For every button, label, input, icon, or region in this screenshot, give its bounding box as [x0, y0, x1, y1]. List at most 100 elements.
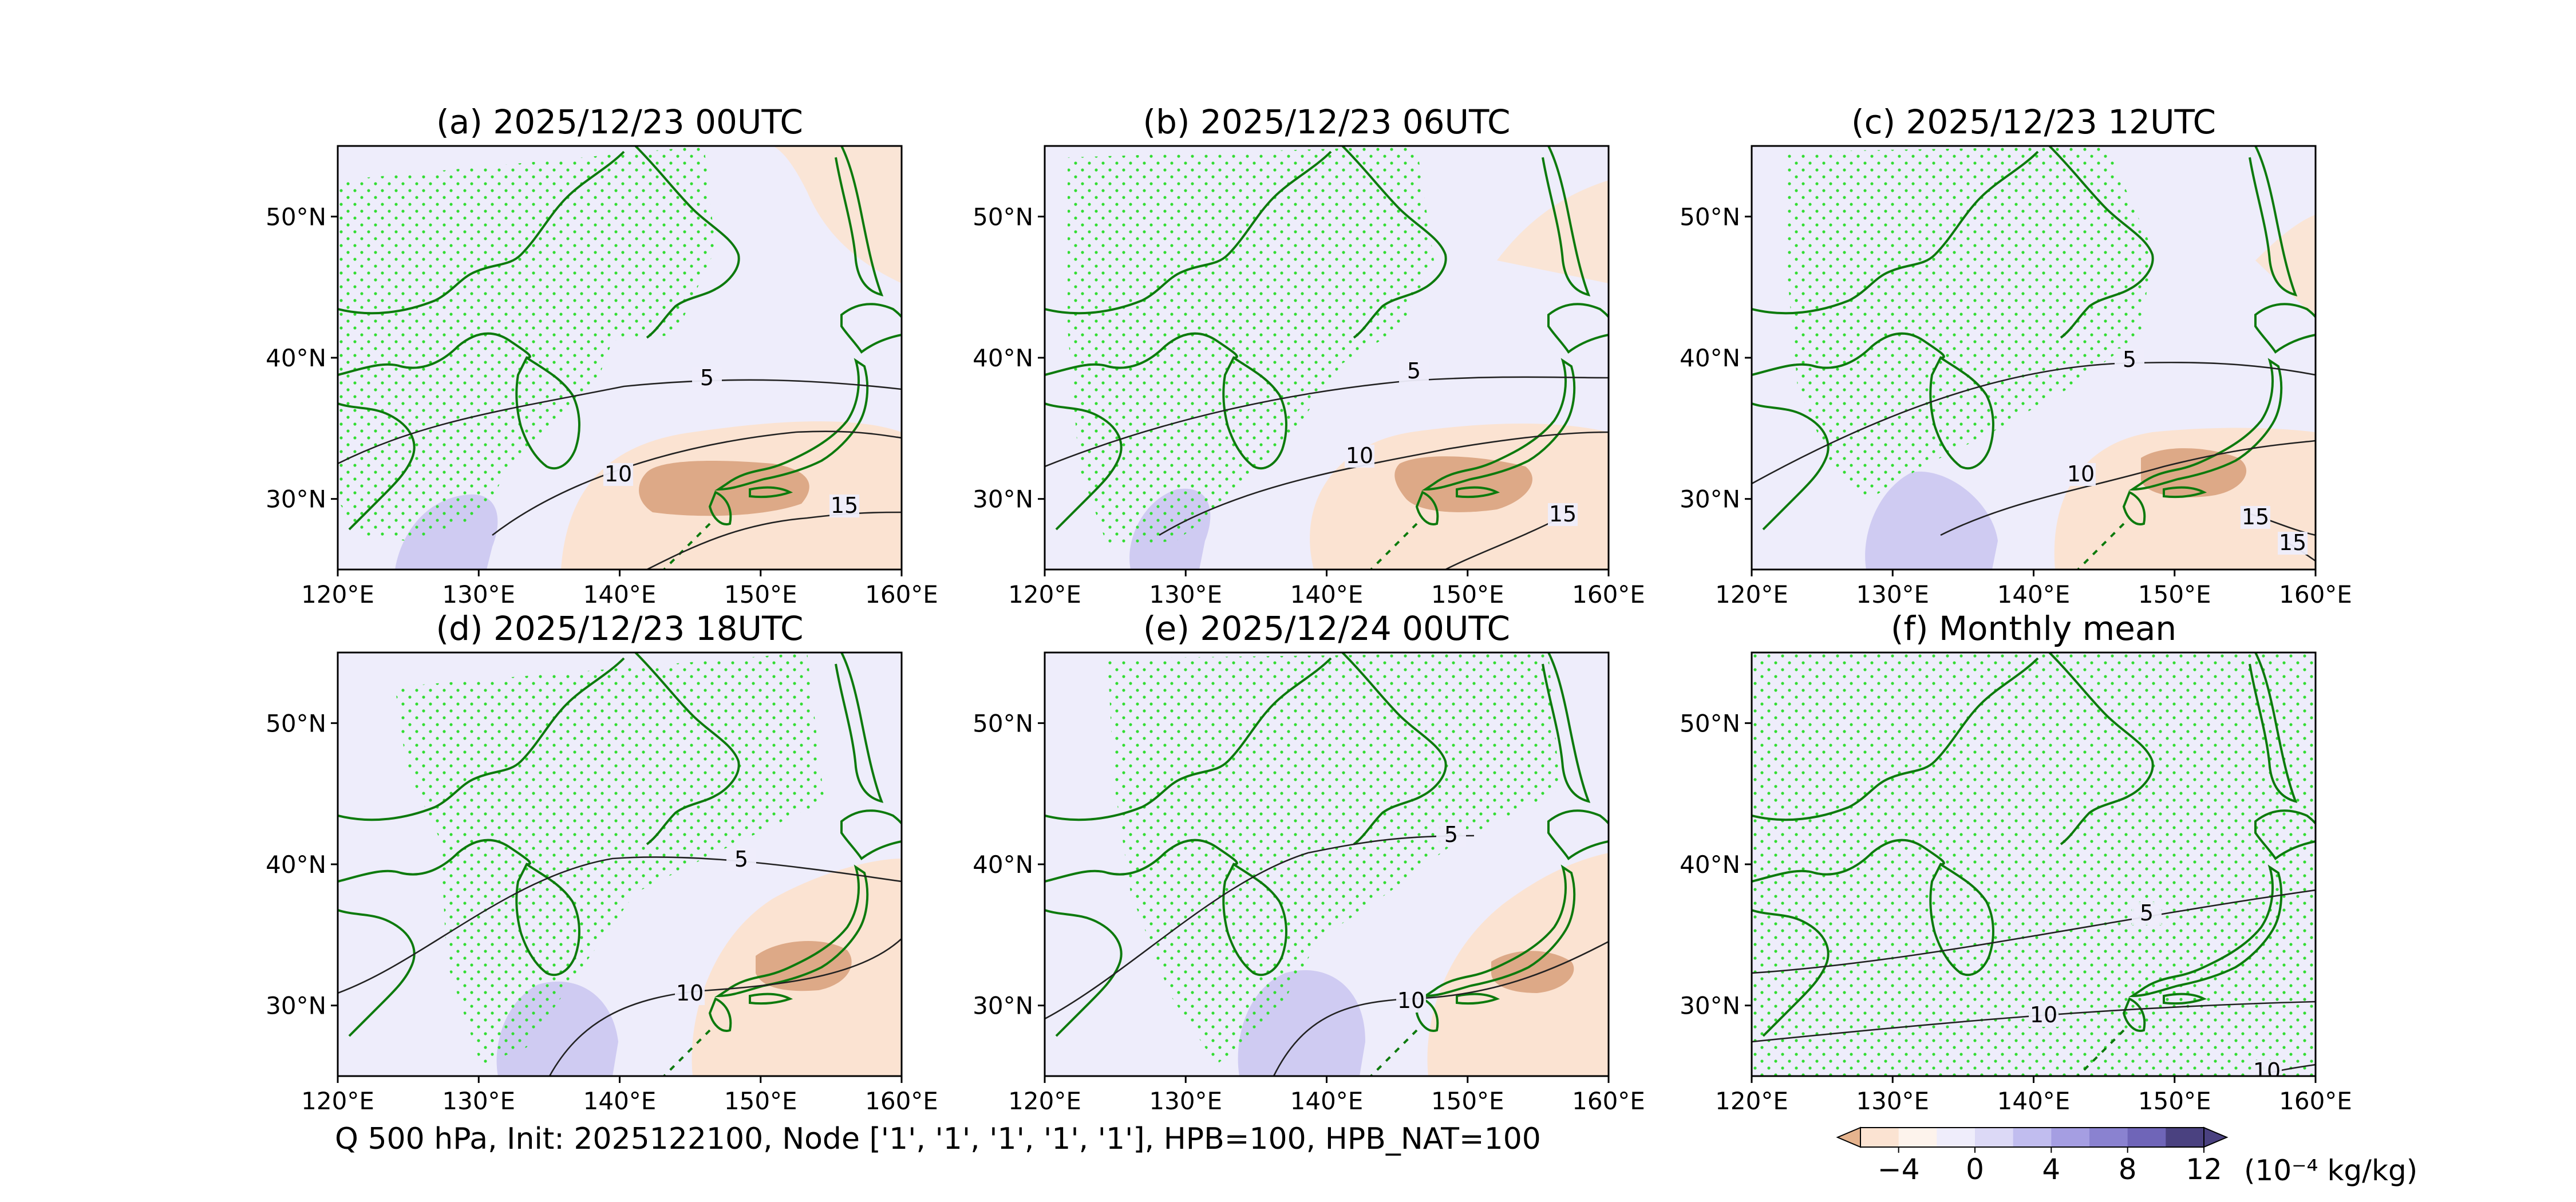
contour-label: 5	[700, 365, 714, 390]
x-tick-label: 140°E	[1997, 1087, 2071, 1115]
contour-label: 15	[2242, 504, 2269, 529]
x-tick-label: 130°E	[1856, 580, 1929, 608]
significance-stipple	[1752, 653, 2316, 1076]
contour-line	[1445, 517, 1560, 570]
colorbar-tick-label: 4	[2042, 1153, 2060, 1186]
x-tick-label: 130°E	[442, 580, 515, 608]
colorbar-cell	[2089, 1128, 2128, 1147]
contour-line	[1752, 1001, 2316, 1043]
colorbar-tick-label: 0	[1966, 1153, 1984, 1186]
map-panel-4: 5 10 (d) 2025/12/23 18UTC 120°E 130°E 140°E 15…	[266, 609, 938, 1115]
colorbar-extend-low	[1836, 1126, 1861, 1148]
map-panel-2: 5 10 15 (b) 2025/12/23 06UTC 120°E 130°E 140°E…	[973, 102, 1645, 608]
map-panel-3: 5 10 15 15 (c) 2025/12/23 12UTC 120°E 130°E 140…	[1680, 102, 2352, 608]
colorbar-extend-high	[2203, 1126, 2229, 1148]
anomaly-weak-negative	[338, 146, 902, 283]
x-tick-label: 130°E	[1856, 1087, 1929, 1115]
contour-line	[338, 379, 902, 465]
contour-line	[492, 430, 902, 536]
y-tick-label: 50°N	[1680, 203, 1740, 231]
y-tick-label: 30°N	[1680, 485, 1740, 513]
contour-line	[1045, 835, 1475, 1020]
x-tick-label: 120°E	[301, 1087, 374, 1115]
x-tick-label: 160°E	[2279, 1087, 2352, 1115]
x-tick-label: 160°E	[1572, 580, 1645, 608]
contour-label: 5	[1407, 358, 1421, 383]
y-tick-label: 30°N	[266, 485, 326, 513]
y-tick-label: 40°N	[1680, 344, 1740, 372]
contour-line	[338, 856, 902, 994]
colorbar-cell	[1937, 1128, 1976, 1147]
y-tick-label: 50°N	[266, 203, 326, 231]
x-tick-label: 160°E	[1572, 1087, 1645, 1115]
contour-label: 5	[2140, 900, 2154, 926]
significance-stipple	[1108, 653, 1560, 1065]
colorbar-tick-label: 8	[2119, 1153, 2137, 1186]
contour-label: 5	[734, 847, 748, 872]
colorbar-cell	[1860, 1128, 1899, 1147]
colorbar-cell	[2013, 1128, 2052, 1147]
contour-line	[548, 938, 902, 1076]
x-tick-label: 150°E	[1431, 1087, 1504, 1115]
x-tick-label: 150°E	[724, 580, 797, 608]
x-tick-label: 150°E	[1431, 580, 1504, 608]
y-tick-label: 40°N	[266, 344, 326, 372]
contour-label: 10	[2253, 1058, 2281, 1084]
anomaly-positive	[1865, 471, 1998, 570]
colorbar-cell	[2127, 1128, 2166, 1147]
significance-stipple	[1068, 146, 1434, 547]
x-tick-label: 140°E	[1290, 580, 1364, 608]
contour-label: 10	[2030, 1002, 2057, 1027]
contour-line	[1940, 440, 2316, 536]
panel-title: (c) 2025/12/23 12UTC	[1851, 102, 2216, 141]
contour-line	[646, 511, 902, 570]
x-tick-label: 130°E	[1149, 1087, 1222, 1115]
x-tick-label: 150°E	[724, 1087, 797, 1115]
x-tick-label: 140°E	[583, 1087, 657, 1115]
map-panel-6: 5 10 10 (f) Monthly mean 120°E 130°E 140°E 150°…	[1680, 609, 2352, 1115]
map-panel-1: 5 10 15 (a) 2025/12/23 00UTC 120°E 130°E 140°E…	[266, 102, 938, 608]
y-tick-label: 40°N	[1680, 851, 1740, 879]
figure-caption: Q 500 hPa, Init: 2025122100, Node ['1', …	[335, 1122, 1541, 1156]
x-tick-label: 120°E	[1715, 580, 1788, 608]
contour-label: 15	[2279, 530, 2306, 555]
anomaly-weak-negative	[2255, 215, 2316, 318]
colorbar-cell	[1975, 1128, 2014, 1147]
panel-title: (e) 2025/12/24 00UTC	[1143, 609, 1510, 648]
y-tick-label: 50°N	[973, 709, 1033, 737]
x-tick-label: 140°E	[1997, 580, 2071, 608]
y-tick-label: 30°N	[1680, 992, 1740, 1020]
panel-title: (f) Monthly mean	[1891, 609, 2176, 648]
anomaly-weak-negative	[2054, 428, 2316, 570]
colorbar-tick-label: 12	[2186, 1153, 2222, 1186]
x-tick-label: 160°E	[865, 1087, 938, 1115]
contour-label: 5	[1444, 822, 1458, 847]
contour-line	[1045, 376, 1609, 468]
x-tick-label: 140°E	[1290, 1087, 1364, 1115]
y-tick-label: 40°N	[266, 851, 326, 879]
y-tick-label: 30°N	[266, 992, 326, 1020]
anomaly-strong-negative	[2141, 448, 2247, 497]
map-panel-5: 5 10 (e) 2025/12/24 00UTC 120°E 130°E 140°E 15…	[973, 609, 1645, 1115]
y-tick-label: 50°N	[266, 709, 326, 737]
anomaly-strong-negative	[756, 940, 852, 991]
contour-label: 10	[1397, 988, 1425, 1013]
significance-stipple	[338, 146, 716, 541]
x-tick-label: 120°E	[1008, 580, 1081, 608]
x-tick-label: 130°E	[1149, 580, 1222, 608]
colorbar: −4 0 4 8 12 (10⁻⁴ kg/kg)	[1836, 1126, 2417, 1187]
contour-line	[1752, 361, 2316, 485]
y-tick-label: 40°N	[973, 851, 1033, 879]
colorbar-cell	[1898, 1128, 1937, 1147]
panel-title: (b) 2025/12/23 06UTC	[1143, 102, 1510, 141]
y-tick-label: 30°N	[973, 485, 1033, 513]
y-tick-label: 40°N	[973, 344, 1033, 372]
y-tick-label: 50°N	[1680, 709, 1740, 737]
x-tick-label: 120°E	[301, 580, 374, 608]
contour-line	[1752, 889, 2316, 974]
x-tick-label: 140°E	[583, 580, 657, 608]
x-tick-label: 150°E	[2138, 580, 2211, 608]
contour-label: 10	[605, 461, 632, 487]
x-tick-label: 150°E	[2138, 1087, 2211, 1115]
